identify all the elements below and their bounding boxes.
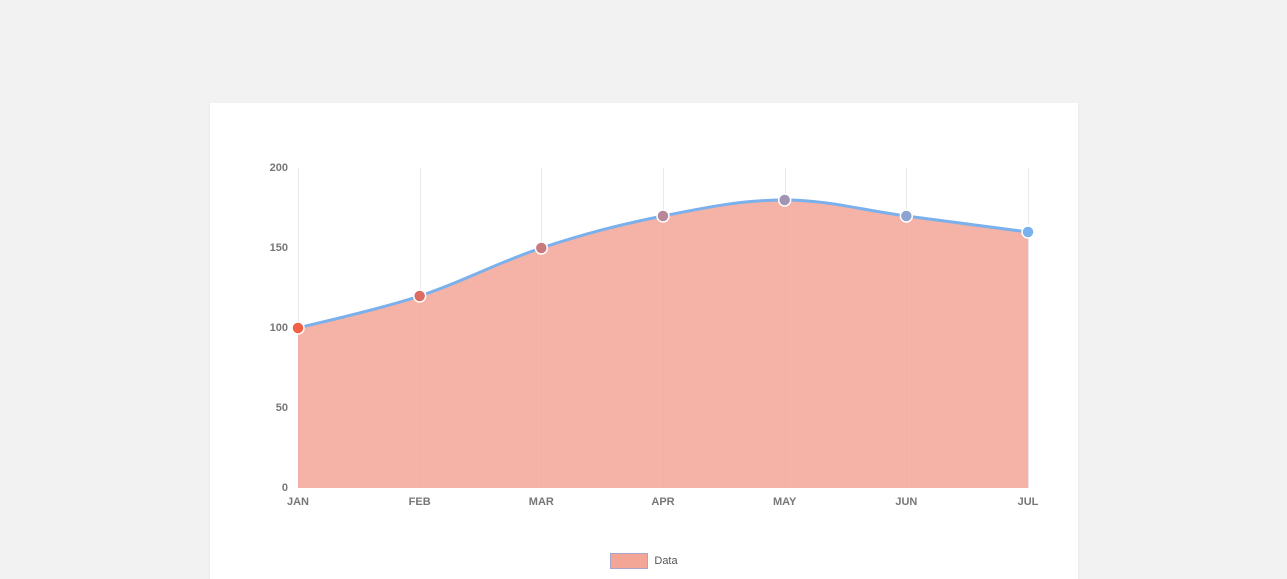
y-axis-tick: 150 bbox=[270, 242, 288, 254]
y-axis-tick: 50 bbox=[276, 402, 288, 414]
data-point-marker[interactable] bbox=[535, 242, 547, 254]
data-point-marker[interactable] bbox=[657, 210, 669, 222]
legend-label: Data bbox=[654, 555, 677, 567]
x-axis-tick: APR bbox=[651, 496, 674, 508]
x-axis-tick: JUL bbox=[1018, 496, 1039, 508]
chart-svg bbox=[298, 168, 1028, 488]
data-point-marker[interactable] bbox=[1022, 226, 1034, 238]
chart-card: JANFEBMARAPRMAYJUNJUL050100150200 Data bbox=[210, 103, 1078, 579]
chart-plot-area: JANFEBMARAPRMAYJUNJUL050100150200 bbox=[298, 168, 1028, 488]
grid-line bbox=[1028, 168, 1029, 488]
area-fill bbox=[298, 200, 1028, 488]
data-point-marker[interactable] bbox=[779, 194, 791, 206]
data-point-marker[interactable] bbox=[414, 290, 426, 302]
data-point-marker[interactable] bbox=[292, 322, 304, 334]
x-axis-tick: MAR bbox=[529, 496, 554, 508]
x-axis-tick: FEB bbox=[409, 496, 431, 508]
y-axis-tick: 100 bbox=[270, 322, 288, 334]
chart-legend: Data bbox=[210, 553, 1078, 569]
y-axis-tick: 0 bbox=[282, 482, 288, 494]
x-axis-tick: JUN bbox=[895, 496, 917, 508]
legend-swatch bbox=[610, 553, 648, 569]
y-axis-tick: 200 bbox=[270, 162, 288, 174]
x-axis-tick: JAN bbox=[287, 496, 309, 508]
data-point-marker[interactable] bbox=[900, 210, 912, 222]
x-axis-tick: MAY bbox=[773, 496, 796, 508]
